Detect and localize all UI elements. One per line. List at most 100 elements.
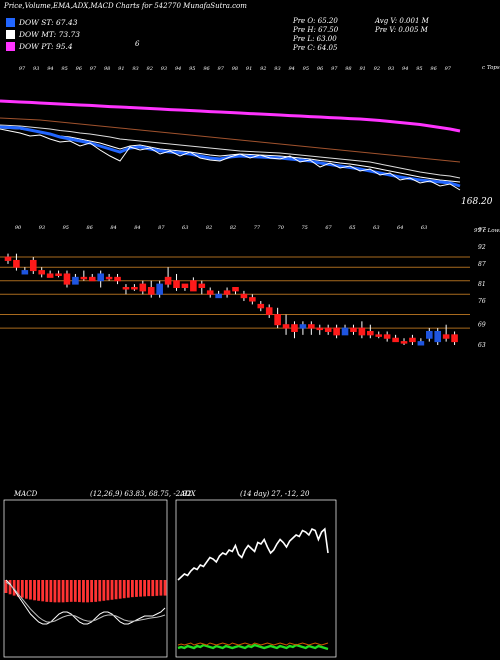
legend-label-mt: DOW MT: 73.73: [19, 29, 81, 39]
candle-body: [425, 330, 433, 339]
ema-top-tick: 91: [118, 66, 124, 72]
candle-body: [29, 259, 37, 272]
candle-body: [249, 297, 256, 302]
candle-body: [316, 327, 324, 331]
candle-body: [434, 330, 442, 343]
candle-body: [88, 276, 96, 282]
candle-body: [156, 283, 163, 295]
candle-body: [392, 337, 399, 343]
price-top-tick: 63: [421, 225, 427, 231]
ema-last-value: 168.20: [461, 197, 493, 207]
price-y-tick: 97: [478, 227, 486, 234]
ema-top-tick: 93: [161, 66, 167, 72]
candle-body: [38, 270, 46, 275]
price-top-tick: 67: [325, 225, 332, 231]
tops-label: c Tops: [482, 65, 500, 71]
ema-top-tick: 95: [303, 66, 309, 72]
macd-params: (12,26,9) 63.83, 68.75, -2.92: [90, 490, 192, 498]
ema-top-tick: 94: [47, 66, 53, 72]
price-y-tick: 76: [478, 298, 486, 305]
ema-top-tick: 96: [76, 66, 83, 72]
price-top-tick: 63: [182, 225, 188, 231]
candle-body: [442, 334, 450, 339]
adx-label: ADX: [180, 490, 196, 498]
adx-line-adx: [177, 527, 329, 581]
ema-top-tick: 98: [232, 66, 238, 72]
price-top-tick: 82: [206, 225, 212, 231]
legend-swatch-st: [6, 17, 15, 27]
price-top-tick: 87: [158, 225, 165, 231]
ema-top-tick: 95: [61, 66, 67, 72]
candle-body: [55, 273, 62, 276]
price-top-tick: 70: [278, 225, 285, 231]
candle-body: [265, 307, 273, 316]
legend-dow-pt: DOW PT: 95.4: [6, 41, 73, 51]
candle-body: [367, 330, 374, 336]
candle-body: [72, 276, 79, 285]
candle-body: [164, 276, 172, 285]
candle-body: [139, 283, 147, 292]
price-top-tick: 64: [397, 225, 403, 231]
ema-top-tick: 97: [19, 66, 26, 72]
adx-frame: [175, 499, 337, 658]
price-top-tick: 65: [349, 225, 355, 231]
ema-top-tick: 97: [90, 66, 97, 72]
price-top-tick: 63: [373, 225, 379, 231]
price-top-tick: 82: [230, 225, 236, 231]
candle-body: [299, 324, 307, 329]
candle-body: [131, 287, 138, 290]
ema-top-tick: 96: [203, 66, 210, 72]
ema-top-tick: 95: [189, 66, 195, 72]
adx-line-minus_di: [177, 642, 329, 646]
price-top-tick: 77: [254, 225, 261, 231]
ema-series-brown: [0, 117, 461, 163]
candle-body: [206, 290, 214, 295]
ema-series-price: [0, 128, 461, 191]
ema-top-tick: 92: [374, 66, 380, 72]
candle-body: [215, 293, 222, 299]
legend-dow-st: DOW ST: 67.43: [6, 17, 78, 27]
ema-top-tick: 92: [260, 66, 266, 72]
mid-label: 6: [135, 40, 140, 48]
candle-body: [257, 303, 265, 309]
candle-body: [63, 273, 71, 285]
ema-top-tick: 93: [132, 66, 138, 72]
ema-top-tick: 93: [33, 66, 39, 72]
ema-top-tick: 94: [288, 66, 294, 72]
candle-body: [291, 324, 298, 332]
ema-top-tick: 91: [246, 66, 252, 72]
legend-swatch-mt: [6, 29, 15, 39]
candle-body: [274, 314, 281, 326]
price-y-tick: 81: [478, 281, 486, 288]
macd-label: MACD: [14, 490, 38, 498]
ema-top-tick: 94: [175, 66, 181, 72]
candle-body: [80, 276, 88, 280]
ema-top-tick: 95: [416, 66, 422, 72]
ema-top-tick: 94: [402, 66, 408, 72]
candle-body: [341, 327, 349, 336]
candle-body: [375, 334, 383, 337]
price-right-label: 97 c Lows: [474, 228, 500, 234]
ema-top-tick: 96: [430, 66, 437, 72]
candle-body: [232, 287, 239, 292]
candle-body: [173, 280, 180, 288]
ema-top-tick: 91: [359, 66, 365, 72]
price-y-tick: 63: [478, 342, 486, 349]
macd-line-signal: [5, 581, 166, 623]
ohlc-prev-volume: Pre V: 0.005 M: [375, 26, 428, 34]
adx-line-plus_di: [177, 643, 329, 651]
candle-body: [21, 270, 29, 275]
candle-body: [181, 283, 189, 288]
ema-top-tick: 97: [445, 66, 452, 72]
ohlc-prev-close: Pre C: 64.05: [293, 44, 338, 52]
ema-top-tick: 98: [104, 66, 110, 72]
price-top-tick: 75: [301, 225, 307, 231]
legend-label-st: DOW ST: 67.43: [19, 17, 78, 27]
candle-body: [240, 293, 248, 299]
price-top-tick: 86: [86, 225, 93, 231]
ohlc-prev-low: Pre L: 63.00: [293, 35, 337, 43]
legend-swatch-pt: [6, 41, 15, 51]
ohlc-prev-open: Pre O: 65.20: [293, 17, 338, 25]
price-top-tick: 93: [39, 225, 45, 231]
